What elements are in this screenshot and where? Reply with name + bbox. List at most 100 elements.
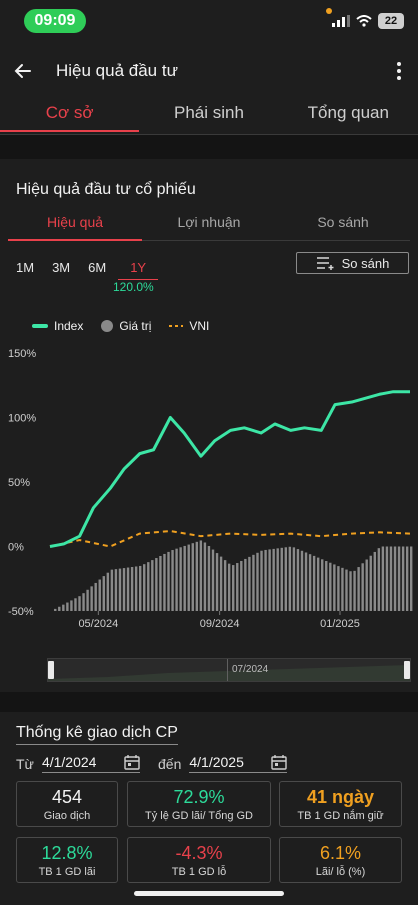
value-bar — [82, 593, 85, 611]
value-bar — [236, 563, 239, 611]
legend-value[interactable]: Giá trị — [101, 319, 151, 333]
period-1y[interactable]: 1Y — [118, 260, 158, 280]
value-bar — [385, 546, 389, 611]
value-bar — [272, 548, 275, 611]
value-bar — [211, 549, 215, 611]
value-bar — [252, 554, 255, 611]
value-bar — [175, 548, 178, 611]
value-bar — [325, 561, 328, 611]
stat-label: TB 1 GD nắm giữ — [297, 810, 384, 822]
compare-button[interactable]: So sánh — [296, 252, 409, 274]
value-bar — [207, 546, 211, 611]
performance-chart: 150% 100% 50% 0% -50% 05/2024 09/2024 01/2025 — [8, 348, 413, 630]
value-bar — [143, 564, 146, 611]
value-bar — [163, 553, 166, 611]
x-tick-label: 05/2024 — [78, 618, 118, 630]
value-bar — [345, 569, 348, 611]
stat-value: 6.1% — [319, 843, 362, 863]
stat-value: 41 ngày — [306, 787, 375, 807]
from-date-row: Từ 4/1/2024 — [16, 754, 140, 773]
stat-value: 72.9% — [173, 787, 225, 807]
legend-vni[interactable]: VNI — [169, 319, 209, 333]
legend-index[interactable]: Index — [32, 319, 83, 333]
subtab-so-sanh[interactable]: So sánh — [317, 214, 369, 230]
period-1m[interactable]: 1M — [16, 260, 35, 275]
stat-label: Lãi/ lỗ (%) — [315, 866, 366, 878]
period-3m[interactable]: 3M — [52, 260, 71, 275]
range-handle-left[interactable] — [48, 661, 54, 679]
value-bar — [232, 565, 235, 611]
value-bar — [122, 568, 126, 611]
from-label: Từ — [16, 755, 34, 772]
stats-title: Thống kê giao dịch CP — [16, 724, 178, 745]
y-tick-label: 150% — [8, 348, 36, 360]
back-arrow-icon[interactable] — [10, 58, 36, 84]
value-bar — [110, 569, 114, 611]
value-bar — [280, 547, 283, 611]
value-bar — [260, 550, 263, 611]
stat-label: TB 1 GD lỗ — [171, 866, 227, 878]
value-bar — [114, 569, 118, 611]
compare-button-label: So sánh — [341, 255, 390, 271]
value-bar — [240, 560, 243, 611]
value-bar — [102, 576, 105, 611]
value-bar — [195, 541, 199, 611]
value-bar — [215, 553, 219, 611]
tab-tong-quan[interactable]: Tổng quan — [307, 103, 389, 122]
value-bar — [369, 555, 372, 611]
x-tick-label: 09/2024 — [200, 618, 240, 630]
value-bar — [321, 559, 324, 611]
stat-label: TB 1 GD lãi — [38, 866, 96, 878]
to-date-field[interactable]: 4/1/2025 — [189, 754, 288, 773]
value-bar — [405, 546, 409, 611]
period-return: 120.0% — [113, 280, 154, 294]
value-bar — [179, 547, 182, 611]
value-bar — [276, 548, 279, 611]
value-bar — [54, 608, 57, 611]
value-bar — [66, 602, 69, 611]
value-bar — [86, 589, 89, 611]
value-bar — [62, 604, 65, 611]
tab-co-so[interactable]: Cơ sở — [0, 98, 140, 134]
value-bar — [58, 606, 61, 611]
value-bar — [147, 562, 150, 611]
calendar-icon — [271, 755, 288, 770]
value-bar — [296, 549, 300, 611]
period-6m[interactable]: 6M — [88, 260, 107, 275]
value-bar — [333, 564, 336, 611]
tab-phai-sinh[interactable]: Phái sinh — [174, 103, 244, 122]
x-tick-label: 01/2025 — [320, 618, 360, 630]
value-bar — [70, 600, 73, 611]
status-time: 09:09 — [24, 9, 86, 33]
value-bar — [393, 546, 397, 611]
home-indicator[interactable] — [134, 891, 284, 896]
app-header: Hiệu quả đầu tư — [0, 44, 418, 98]
stat-value: 12.8% — [41, 843, 93, 863]
value-bar — [337, 566, 340, 611]
value-bar — [349, 571, 352, 611]
value-bar — [219, 556, 223, 611]
value-bar — [187, 544, 190, 611]
value-bar — [312, 555, 316, 611]
range-scroller[interactable]: 07/2024 — [47, 658, 411, 682]
from-date-field[interactable]: 4/1/2024 — [41, 754, 140, 773]
value-bar — [357, 567, 360, 611]
status-bar: 09:09 22 — [0, 0, 418, 44]
subtab-loi-nhuan[interactable]: Lợi nhuận — [177, 214, 241, 230]
value-bar — [183, 545, 186, 611]
value-bar — [167, 551, 170, 611]
value-bar — [377, 548, 381, 611]
stat-value: 454 — [51, 787, 83, 807]
value-bar — [256, 552, 259, 611]
more-vertical-icon[interactable] — [390, 58, 408, 84]
value-bar — [316, 557, 320, 611]
scroller-label: 07/2024 — [232, 664, 269, 675]
stat-avg-hold: 41 ngày TB 1 GD nắm giữ — [279, 781, 402, 827]
value-bar — [304, 552, 308, 611]
subtab-hieu-qua[interactable]: Hiệu quả — [8, 211, 142, 241]
period-selector: 1M 3M 6M 1Y — [16, 260, 158, 280]
signal-icon — [332, 15, 350, 27]
range-handle-right[interactable] — [404, 661, 410, 679]
stat-label: Giao dịch — [43, 810, 91, 822]
to-date-value: 4/1/2025 — [189, 754, 244, 770]
